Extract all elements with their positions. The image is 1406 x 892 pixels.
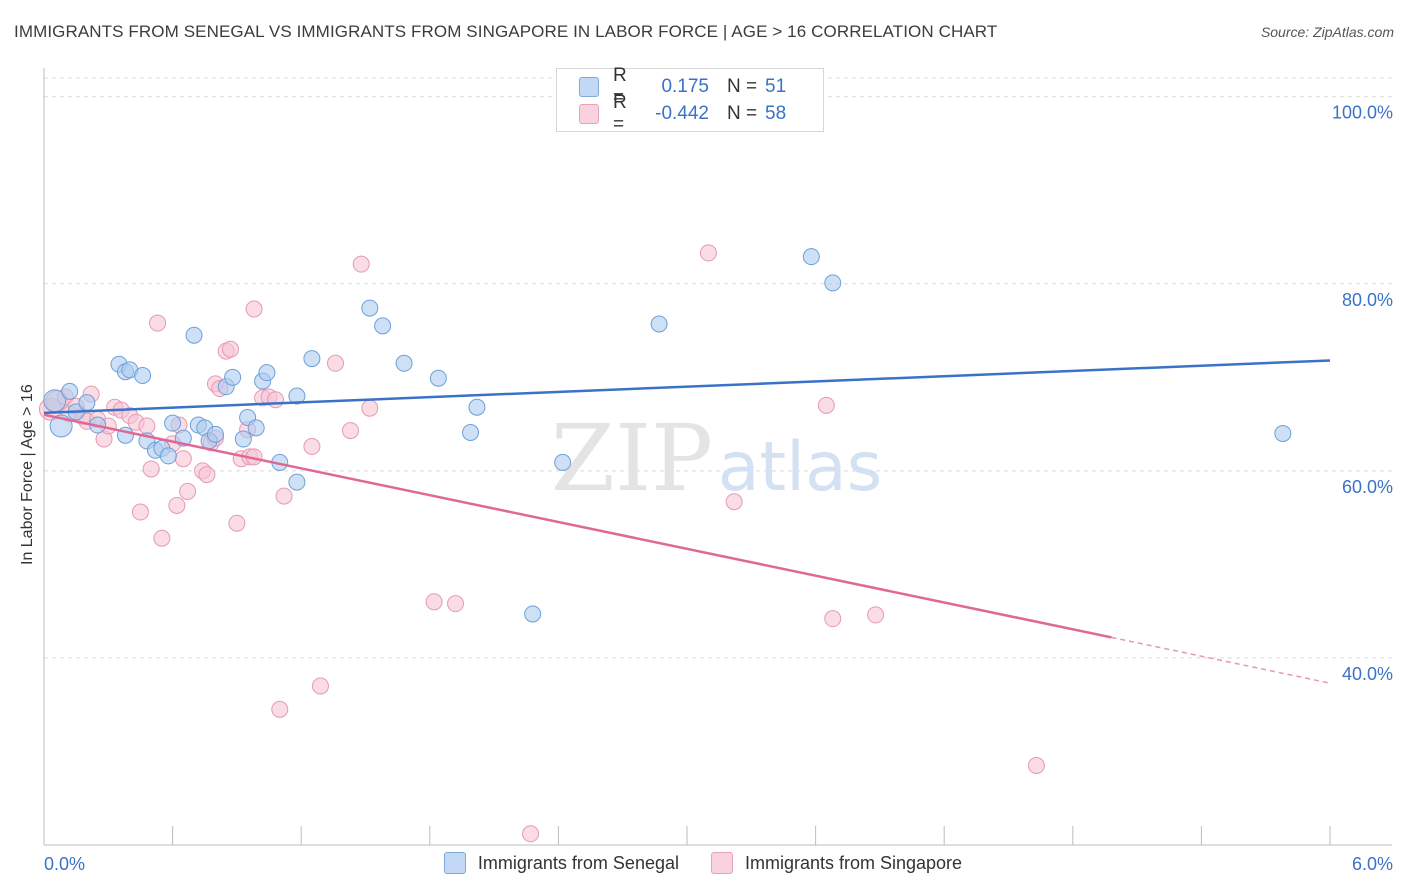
senegal-point (650, 315, 668, 333)
senegal-point (554, 453, 572, 471)
senegal-point (185, 326, 203, 344)
singapore-point (142, 460, 160, 478)
trend-lines (43, 359, 1331, 684)
gridlines (44, 77, 1392, 659)
senegal-point (395, 354, 413, 372)
senegal-trend-line (43, 359, 1331, 415)
singapore-trend-line (43, 413, 1112, 639)
singapore-point (447, 595, 465, 613)
singapore-point (326, 354, 344, 372)
singapore-point (149, 314, 167, 332)
watermark-atlas: atlas (718, 428, 882, 507)
n-label: N = (727, 76, 758, 97)
singapore-point (138, 417, 156, 435)
watermark: ZIP atlas (551, 405, 882, 512)
senegal-point (303, 350, 321, 368)
senegal-point (159, 447, 177, 465)
y-tick-label: 40.0% (1342, 664, 1393, 684)
y-axis-label: In Labor Force | Age > 16 (19, 384, 36, 565)
tick-labels: 40.0% 60.0% 80.0% 100.0% 0.0% 6.0% (44, 103, 1393, 874)
singapore-point (1027, 756, 1045, 774)
chart-title: IMMIGRANTS FROM SENEGAL VS IMMIGRANTS FR… (14, 22, 998, 41)
senegal-point (524, 605, 542, 623)
singapore-point (361, 399, 379, 417)
series-senegal-points (43, 248, 1292, 623)
r-value-senegal: 0.175 (661, 76, 709, 97)
singapore-point (867, 606, 885, 624)
n-value-senegal: 51 (765, 76, 787, 97)
r-label: R = (613, 65, 627, 108)
singapore-point (153, 529, 171, 547)
senegal-point (61, 382, 79, 400)
x-tick-label: 0.0% (44, 854, 85, 874)
singapore-point (198, 466, 216, 484)
senegal-point (234, 430, 252, 448)
stats-legend: R = 0.175 N = 51 R = -0.442 N = 58 (556, 65, 824, 135)
singapore-point (341, 422, 359, 440)
singapore-point (271, 700, 289, 718)
senegal-legend-swatch (443, 852, 466, 874)
singapore-point (824, 610, 842, 628)
r-value-singapore: -0.442 (655, 103, 709, 124)
singapore-point (266, 391, 284, 409)
y-tick-label: 100.0% (1332, 103, 1393, 123)
senegal-point (134, 366, 152, 384)
senegal-point (288, 473, 306, 491)
legend-label-singapore: Immigrants from Singapore (744, 852, 963, 873)
senegal-swatch (579, 77, 599, 97)
singapore-point (725, 493, 743, 511)
y-tick-label: 80.0% (1342, 290, 1393, 310)
senegal-point (824, 274, 842, 292)
singapore-point (174, 450, 192, 468)
singapore-point (425, 593, 443, 611)
watermark-zip: ZIP (551, 405, 713, 512)
senegal-point (258, 364, 276, 382)
legend-row-singapore: R = -0.442 N = 58 (579, 92, 787, 135)
legend-row-senegal: R = 0.175 N = 51 (579, 65, 787, 108)
singapore-swatch (579, 104, 599, 124)
senegal-point (1274, 424, 1292, 442)
senegal-point (78, 394, 96, 412)
senegal-point (361, 299, 379, 317)
y-tick-label: 60.0% (1342, 477, 1393, 497)
n-value-singapore: 58 (765, 103, 787, 124)
senegal-point (224, 368, 242, 386)
senegal-point (164, 414, 182, 432)
legend-item-senegal[interactable]: Immigrants from Senegal (443, 852, 679, 874)
x-tick-label: 6.0% (1352, 854, 1393, 874)
axes (43, 68, 1392, 846)
legend-label-senegal: Immigrants from Senegal (477, 852, 679, 873)
r-label: R = (613, 92, 627, 135)
senegal-point (288, 387, 306, 405)
series-legend: Immigrants from Senegal Immigrants from … (0, 852, 1406, 874)
singapore-point (131, 503, 149, 521)
legend-item-singapore[interactable]: Immigrants from Singapore (710, 852, 963, 874)
senegal-point (462, 424, 480, 442)
senegal-point (206, 425, 224, 443)
singapore-legend-swatch (710, 852, 733, 874)
singapore-point (303, 438, 321, 456)
n-label: N = (727, 103, 758, 124)
singapore-trend-extension (1111, 636, 1331, 684)
senegal-point (468, 398, 486, 416)
singapore-point (522, 825, 540, 843)
singapore-point (228, 514, 246, 532)
senegal-point (802, 248, 820, 266)
source-label: Source: ZipAtlas.com (1260, 24, 1394, 40)
singapore-point (817, 396, 835, 414)
singapore-point (168, 496, 186, 514)
singapore-point (221, 340, 239, 358)
singapore-point (275, 487, 293, 505)
singapore-point (352, 255, 370, 273)
singapore-point (245, 300, 263, 318)
singapore-point (699, 244, 717, 262)
senegal-point (374, 317, 392, 335)
senegal-point (247, 419, 265, 437)
singapore-point (179, 482, 197, 500)
singapore-point (311, 677, 329, 695)
senegal-point (429, 369, 447, 387)
